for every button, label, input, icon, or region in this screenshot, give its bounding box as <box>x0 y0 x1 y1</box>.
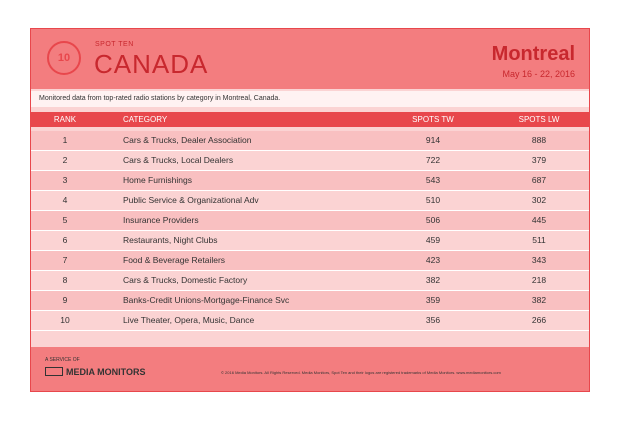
category: Home Furnishings <box>123 175 192 185</box>
spots-lw: 379 <box>531 155 547 165</box>
rank: 1 <box>62 135 68 145</box>
note: Monitored data from top-rated radio stat… <box>31 91 589 107</box>
category: Cars & Trucks, Dealer Association <box>123 135 252 145</box>
spots-lw: 266 <box>531 315 547 325</box>
table-row: 8 Cars & Trucks, Domestic Factory 382 218 <box>31 271 589 291</box>
rank: 8 <box>62 275 68 285</box>
category: Cars & Trucks, Domestic Factory <box>123 275 248 285</box>
category: Live Theater, Opera, Music, Dance <box>123 315 255 325</box>
column-header: CATEGORY <box>123 115 168 124</box>
column-header: SPOTS TW <box>412 115 454 124</box>
brand-logo <box>45 367 63 376</box>
spots-lw: 218 <box>531 275 547 285</box>
category: Insurance Providers <box>123 215 199 225</box>
dates: May 16 - 22, 2016 <box>502 69 575 79</box>
spots-lw: 445 <box>531 215 547 225</box>
table-row: 2 Cars & Trucks, Local Dealers 722 379 <box>31 151 589 171</box>
table-row: 6 Restaurants, Night Clubs 459 511 <box>31 231 589 251</box>
footer: A SERVICE OF MEDIA MONITORS © 2016 Media… <box>31 347 589 391</box>
table-row: 9 Banks-Credit Unions-Mortgage-Finance Sv… <box>31 291 589 311</box>
city: Montreal <box>491 43 575 65</box>
category: Food & Beverage Retailers <box>123 255 226 265</box>
spots-lw: 302 <box>531 195 547 205</box>
category: Restaurants, Night Clubs <box>123 235 218 245</box>
spots-tw: 510 <box>425 195 441 205</box>
spots-tw: 543 <box>425 175 441 185</box>
brand-name: MEDIA MONITORS <box>66 367 146 377</box>
category: Cars & Trucks, Local Dealers <box>123 155 234 165</box>
copyright: © 2016 Media Monitors. All Rights Reserv… <box>221 370 501 375</box>
report-card: 10 SPOT TEN CANADA Montreal May 16 - 22,… <box>30 28 590 392</box>
rank: 2 <box>62 155 68 165</box>
spots-tw: 459 <box>425 235 441 245</box>
spots-tw: 914 <box>425 135 441 145</box>
table-row: 10 Live Theater, Opera, Music, Dance 356 26… <box>31 311 589 331</box>
service-label: A SERVICE OF <box>45 357 80 363</box>
column-header: RANK <box>53 115 77 124</box>
rank: 6 <box>62 235 68 245</box>
spots-tw: 382 <box>425 275 441 285</box>
table-row: 1 Cars & Trucks, Dealer Association 914 888 <box>31 131 589 151</box>
header: 10 SPOT TEN CANADA Montreal May 16 - 22,… <box>31 29 589 89</box>
rank: 5 <box>62 215 68 225</box>
spots-tw: 722 <box>425 155 441 165</box>
category: Public Service & Organizational Adv <box>123 195 259 205</box>
badge-number: 10 <box>57 52 71 64</box>
table-header: RANK CATEGORY SPOTS TW SPOTS LW <box>31 112 589 127</box>
spots-tw: 506 <box>425 215 441 225</box>
spots-tw: 356 <box>425 315 441 325</box>
title: CANADA <box>94 49 209 79</box>
rank: 3 <box>62 175 68 185</box>
spots-lw: 382 <box>531 295 547 305</box>
table-row: 3 Home Furnishings 543 687 <box>31 171 589 191</box>
column-header: SPOTS LW <box>518 115 560 124</box>
rank: 4 <box>62 195 68 205</box>
rank: 7 <box>62 255 68 265</box>
table-row: 5 Insurance Providers 506 445 <box>31 211 589 231</box>
table-row: 7 Food & Beverage Retailers 423 343 <box>31 251 589 271</box>
rank: 9 <box>62 295 68 305</box>
spots-lw: 343 <box>531 255 547 265</box>
rank: 10 <box>60 315 70 325</box>
spots-tw: 423 <box>425 255 441 265</box>
spots-tw: 359 <box>425 295 441 305</box>
kicker: SPOT TEN <box>95 41 134 48</box>
table-row: 4 Public Service & Organizational Adv 510 3… <box>31 191 589 211</box>
category: Banks-Credit Unions-Mortgage-Finance Svc <box>123 295 290 305</box>
spots-lw: 888 <box>531 135 547 145</box>
brand: MEDIA MONITORS <box>45 367 146 377</box>
spots-lw: 687 <box>531 175 547 185</box>
spots-lw: 511 <box>532 235 546 245</box>
badge: 10 <box>47 41 81 75</box>
